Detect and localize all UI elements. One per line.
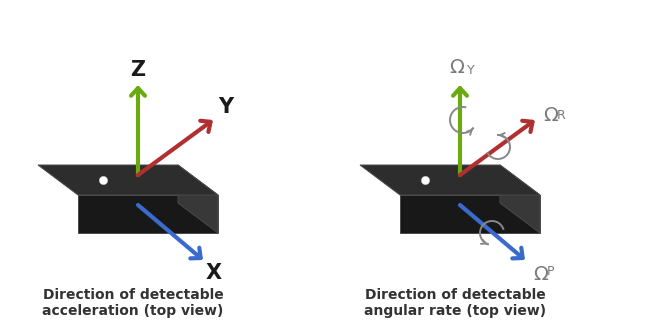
Text: $\Omega$: $\Omega$ [533,265,549,284]
Polygon shape [78,195,218,233]
Text: R: R [557,109,566,122]
Polygon shape [178,165,218,233]
Text: angular rate (top view): angular rate (top view) [364,304,546,318]
Polygon shape [400,195,540,233]
Text: X: X [206,263,222,283]
Text: Direction of detectable: Direction of detectable [43,288,223,302]
Text: acceleration (top view): acceleration (top view) [42,304,224,318]
Text: Y: Y [218,97,233,117]
Text: Direction of detectable: Direction of detectable [365,288,545,302]
Text: $\Omega$: $\Omega$ [449,58,465,77]
Text: Z: Z [130,60,145,80]
Polygon shape [360,165,540,195]
Text: P: P [547,265,555,278]
Polygon shape [500,165,540,233]
Text: Y: Y [467,64,474,77]
Polygon shape [38,165,218,195]
Text: $\Omega$: $\Omega$ [543,106,559,124]
